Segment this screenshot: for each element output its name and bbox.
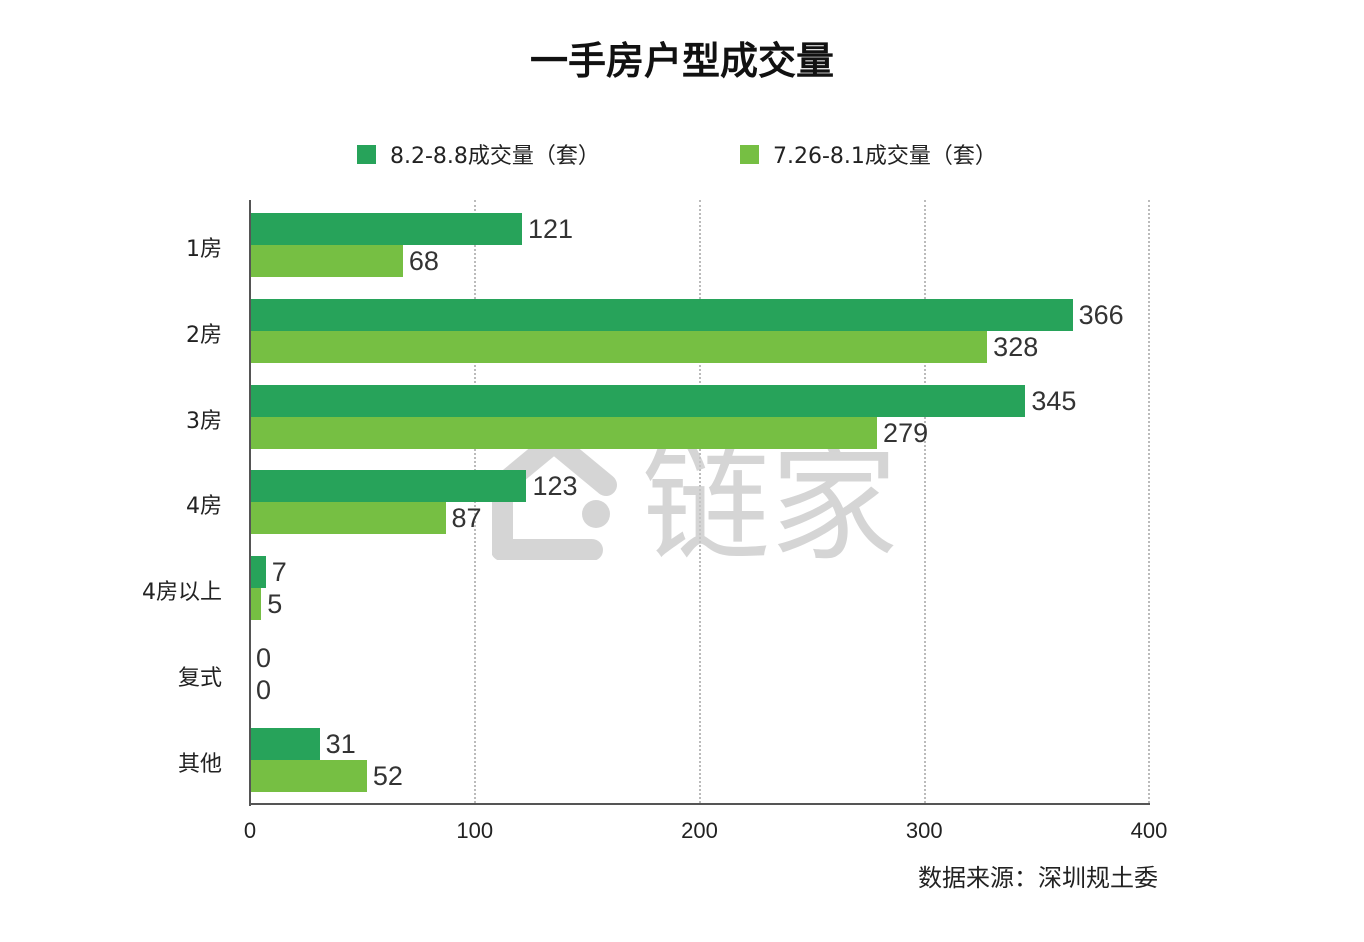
- bar-value-label: 121: [527, 214, 573, 244]
- bar-current: [250, 298, 1073, 331]
- x-tick-label: 200: [681, 818, 718, 843]
- category-label: 1房: [186, 237, 222, 262]
- bar-previous: [250, 759, 367, 792]
- y-axis-line: [249, 200, 251, 806]
- bar-value-label: 0: [256, 675, 272, 705]
- x-tick-label: 400: [1130, 818, 1168, 843]
- bar-previous: [250, 502, 446, 535]
- legend-label: 8.2-8.8成交量（套）: [390, 144, 600, 169]
- bar-previous: [250, 588, 262, 621]
- category-label: 其他: [177, 751, 222, 777]
- bar-value-label: 87: [451, 503, 482, 534]
- x-tick-label: 100: [456, 818, 494, 843]
- bar-current: [250, 384, 1026, 417]
- svg-text:链家: 链家: [642, 430, 898, 560]
- lianjia-watermark-icon: 链家: [492, 430, 898, 560]
- category-label: 3房: [186, 408, 222, 434]
- bar-current: [250, 213, 522, 245]
- bar-value-label: 328: [993, 331, 1039, 362]
- bar-previous: [250, 416, 878, 449]
- gridline-200: [699, 200, 701, 803]
- legend-item-previous-week: 7.26-8.1成交量（套）: [740, 138, 997, 170]
- legend-label: 7.26-8.1成交量（套）: [773, 144, 997, 169]
- bar-value-label: 31: [325, 728, 356, 759]
- bar-previous: [250, 245, 403, 277]
- category-label: 复式: [177, 666, 222, 691]
- bar-value-label: 52: [372, 760, 403, 791]
- bar-current: [250, 727, 320, 760]
- chart-title: 一手房户型成交量: [529, 39, 834, 83]
- bar-current: [250, 556, 266, 589]
- bar-value-label: 366: [1078, 299, 1124, 330]
- data-source-note: 数据来源：深圳规土委: [918, 864, 1158, 892]
- bar-value-label: 345: [1031, 385, 1077, 416]
- category-label: 2房: [186, 322, 222, 348]
- bar-value-label: 0: [256, 643, 272, 673]
- bar-previous: [250, 330, 988, 363]
- category-label: 4房: [186, 494, 222, 520]
- x-tick-label: 300: [905, 818, 943, 843]
- x-tick-label: 0: [243, 818, 257, 843]
- bar-value-label: 68: [408, 246, 439, 276]
- gridline-400: [1148, 200, 1150, 803]
- x-axis-line: [249, 803, 1150, 805]
- legend-swatch-dark-green: [357, 144, 376, 164]
- legend: 8.2-8.8成交量（套） 7.26-8.1成交量（套）: [0, 138, 1364, 170]
- legend-swatch-light-green: [740, 144, 759, 164]
- category-label: 4房以上: [142, 580, 222, 606]
- bar-value-label: 5: [267, 589, 283, 620]
- bar-value-label: 279: [883, 417, 929, 448]
- gridline-300: [924, 200, 926, 803]
- legend-item-current-week: 8.2-8.8成交量（套）: [357, 138, 600, 170]
- bar-value-label: 7: [271, 557, 287, 588]
- bar-current: [250, 470, 527, 503]
- bar-value-label: 123: [532, 471, 578, 502]
